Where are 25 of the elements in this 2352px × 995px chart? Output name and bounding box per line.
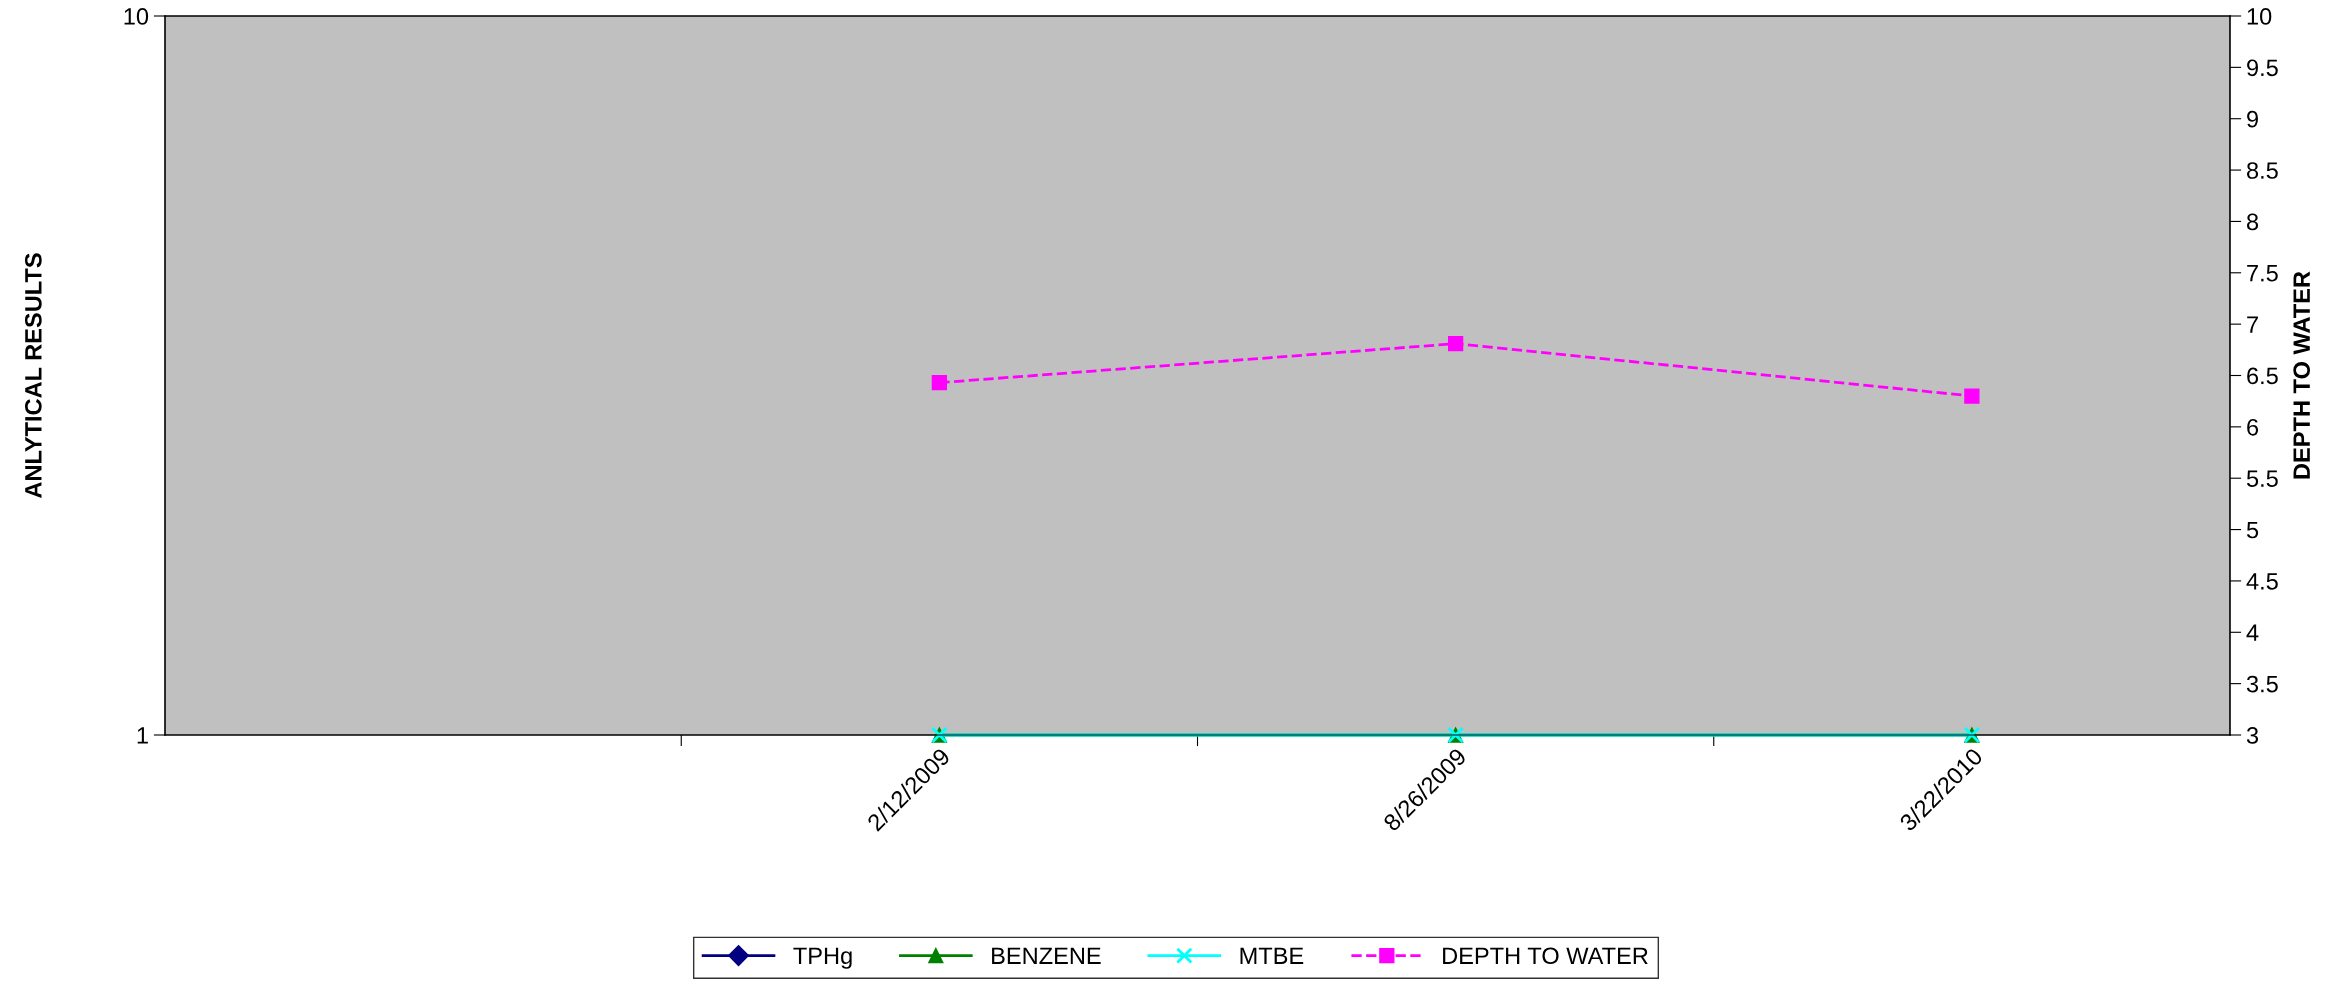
y2-tick-label: 3 bbox=[2246, 727, 2259, 744]
y2-tick-label: 6 bbox=[2247, 418, 2259, 436]
y2-tick-label: 9 bbox=[2247, 110, 2258, 128]
y2-tick-label: 7 bbox=[2247, 316, 2258, 333]
y2-tick-label: 3.5 bbox=[2246, 675, 2278, 693]
legend-label: MTBE bbox=[1240, 947, 1304, 964]
y2-tick-label: 9.5 bbox=[2247, 59, 2278, 77]
y2-axis-title: DEPTH TO WATER bbox=[2293, 271, 2311, 479]
y2-tick-label: 4.5 bbox=[2246, 573, 2278, 590]
y2-tick-label: 4 bbox=[2246, 624, 2259, 641]
legend-label: DEPTH TO WATER bbox=[1443, 947, 1648, 965]
point bbox=[931, 375, 948, 391]
y-axis-title: ANLYTICAL RESULTS bbox=[24, 253, 42, 499]
y2-tick-label: 8.5 bbox=[2247, 162, 2278, 179]
legend-label: BENZENE bbox=[992, 947, 1101, 964]
point bbox=[1447, 336, 1464, 352]
y-tick-label: 1 bbox=[137, 727, 148, 744]
y2-tick-label: 5.5 bbox=[2246, 470, 2278, 487]
y2-tick-label: 10 bbox=[2247, 8, 2272, 25]
y2-tick-label: 5 bbox=[2246, 521, 2259, 539]
legend-label: TPHg bbox=[793, 947, 852, 969]
point bbox=[1964, 388, 1980, 404]
y2-tick-label: 7.5 bbox=[2247, 265, 2278, 282]
y2-tick-label: 6.5 bbox=[2247, 367, 2278, 385]
y2-tick-label: 8 bbox=[2247, 213, 2259, 231]
